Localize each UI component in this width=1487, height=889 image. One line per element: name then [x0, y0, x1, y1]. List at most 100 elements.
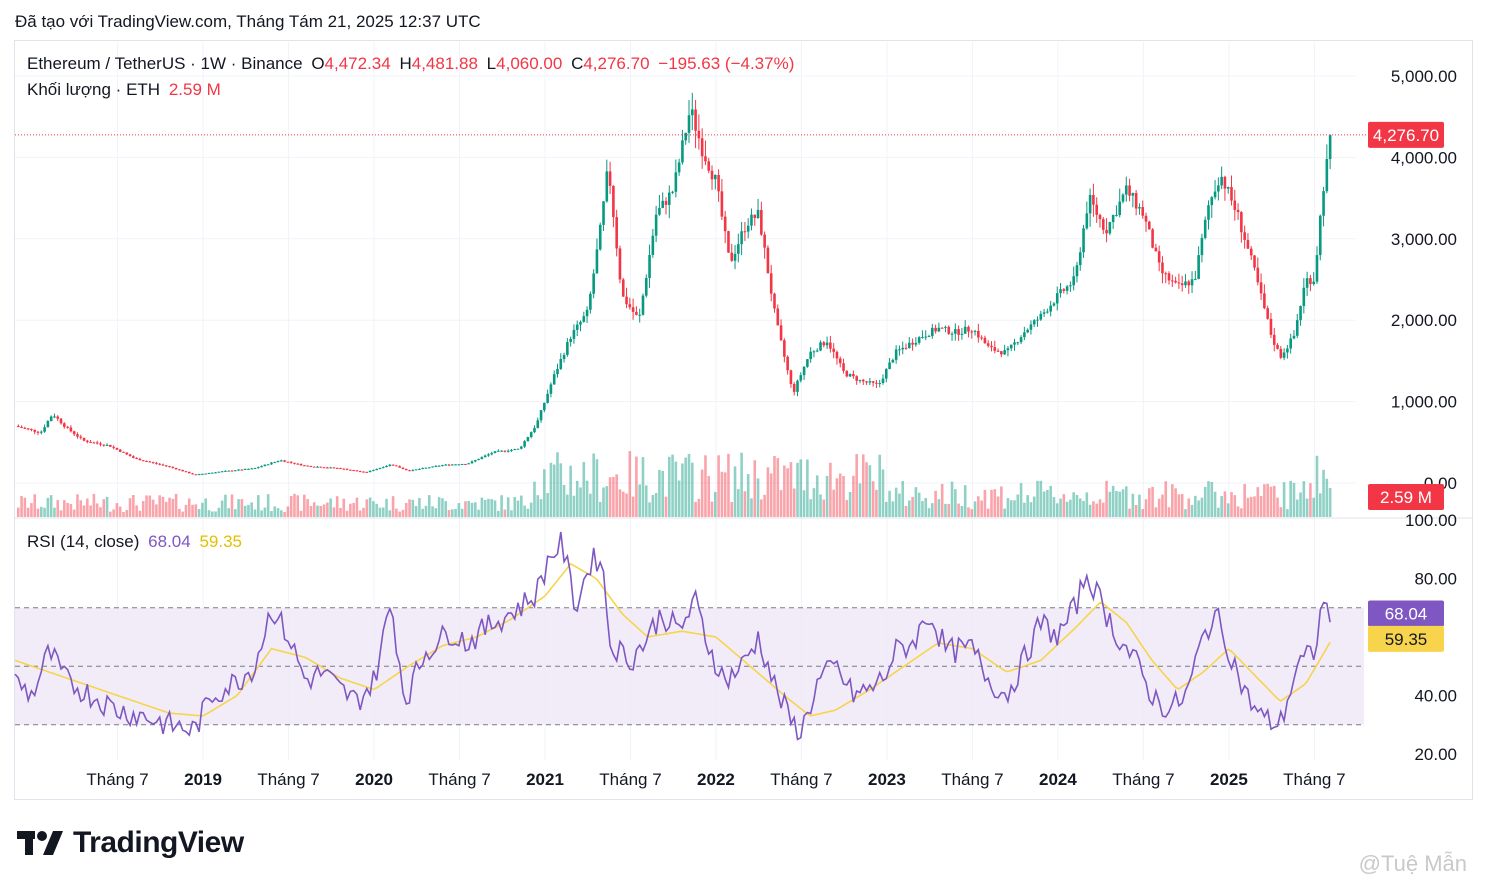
candle-body	[1263, 293, 1266, 309]
candle-body	[368, 470, 372, 473]
volume-bar	[335, 496, 339, 517]
volume-bar	[549, 462, 553, 517]
volume-bar	[362, 507, 365, 517]
candle-body	[1003, 350, 1006, 355]
candle-body	[1157, 251, 1161, 263]
volume-bar	[556, 452, 559, 517]
volume-bar	[585, 480, 589, 517]
candle-body	[329, 467, 332, 469]
candle-body	[66, 426, 69, 428]
volume-bar	[852, 475, 855, 517]
volume-badge: 2.59 M	[1380, 488, 1432, 507]
volume-bar	[750, 498, 753, 517]
logo-text: TradingView	[73, 826, 244, 859]
volume-bar	[963, 485, 967, 517]
candle-body	[802, 366, 806, 376]
volume-bar	[280, 510, 283, 517]
volume-bar	[1203, 486, 1207, 517]
candle-body	[105, 444, 109, 446]
volume-bar	[648, 502, 651, 517]
volume-bar	[720, 471, 724, 517]
candle-body	[230, 470, 234, 472]
volume-bar	[506, 497, 510, 517]
volume-bar	[1148, 488, 1151, 517]
volume-bar	[72, 509, 76, 517]
candle-body	[497, 450, 500, 452]
candle-body	[875, 382, 878, 384]
volume-bar	[1177, 494, 1181, 517]
candle-body	[664, 200, 668, 205]
rsi-ma-badge-bg	[1368, 625, 1444, 652]
volume-bar	[122, 511, 125, 517]
volume-bar	[395, 508, 398, 517]
volume-bar	[529, 502, 533, 517]
candle-body	[243, 468, 247, 470]
candle-body	[217, 471, 221, 473]
volume-bar	[207, 510, 211, 517]
volume-bar	[263, 507, 267, 517]
candle-body	[115, 447, 119, 450]
candle-body	[257, 467, 260, 469]
symbol-label[interactable]: Ethereum / TetherUS · 1W · Binance	[27, 54, 303, 73]
volume-bar	[243, 505, 247, 517]
candle-body	[227, 470, 231, 472]
candle-body	[286, 461, 290, 463]
candle-body	[345, 468, 349, 470]
candle-body	[1167, 273, 1171, 281]
volume-bar	[598, 501, 602, 517]
volume-bar	[875, 489, 878, 517]
volume-bar	[240, 499, 244, 517]
candle-body	[20, 426, 23, 428]
rsi-value: 68.04	[148, 532, 191, 551]
candle-body	[884, 369, 888, 379]
volume-bar	[710, 501, 714, 517]
volume-bar	[812, 488, 816, 517]
candle-body	[562, 354, 566, 359]
volume-bar	[112, 509, 115, 517]
candle-body	[579, 321, 582, 325]
candle-body	[441, 465, 444, 467]
chart-panel[interactable]	[14, 40, 1473, 800]
candle-body	[760, 209, 763, 235]
volume-bar	[704, 455, 707, 517]
candle-body	[312, 466, 316, 468]
candle-body	[743, 231, 747, 233]
x-tick-label: 2019	[184, 770, 222, 789]
candle-body	[921, 337, 924, 339]
candle-body	[372, 470, 375, 472]
volume-bar	[763, 494, 766, 517]
candle-body	[1207, 205, 1210, 220]
candle-body	[174, 467, 178, 470]
volume-bar	[36, 508, 40, 517]
rsi-line	[14, 531, 1331, 741]
candle-body	[536, 420, 540, 428]
volume-bar	[1263, 484, 1266, 517]
candle-body	[766, 247, 770, 274]
volume-bar	[658, 469, 661, 517]
rsi-label[interactable]: RSI (14, close)	[27, 532, 140, 551]
volume-bar	[569, 465, 572, 517]
tradingview-logo[interactable]: TradingView	[17, 826, 244, 860]
volume-bar	[473, 502, 477, 517]
volume-bar	[539, 499, 543, 517]
candle-body	[796, 380, 799, 392]
volume-bar	[631, 496, 635, 517]
volume-bar	[746, 474, 750, 517]
volume-bar	[802, 490, 806, 517]
volume-bar	[1082, 501, 1085, 517]
volume-bar	[260, 510, 263, 517]
candle-body	[1108, 222, 1112, 234]
candle-body	[750, 214, 753, 226]
volume-bar	[1039, 480, 1043, 517]
candle-body	[674, 172, 678, 192]
volume-bar	[1013, 500, 1016, 517]
candle-body	[381, 467, 385, 469]
volume-bar	[1016, 494, 1020, 517]
volume-bar	[1075, 494, 1079, 517]
volume-bar	[1187, 498, 1191, 517]
volume-bar	[1023, 502, 1026, 517]
candle-body	[464, 463, 467, 465]
candle-body	[102, 444, 106, 446]
volume-bar	[95, 503, 99, 517]
